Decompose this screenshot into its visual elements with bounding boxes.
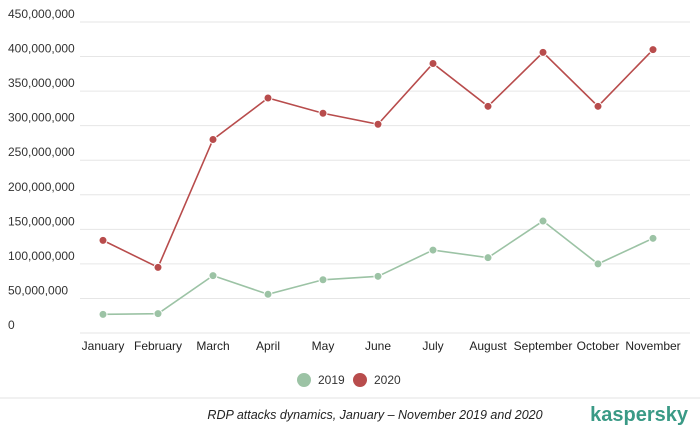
data-point [318, 108, 328, 118]
legend-swatch [297, 373, 311, 387]
y-tick-label: 50,000,000 [8, 283, 68, 297]
data-point [648, 45, 658, 55]
series-line [102, 220, 654, 316]
x-tick-label: January [82, 339, 125, 353]
x-tick-label: September [514, 339, 573, 353]
data-point [153, 309, 163, 319]
x-tick-label: October [577, 339, 620, 353]
y-tick-label: 400,000,000 [8, 42, 75, 56]
series-line [102, 49, 654, 269]
legend-label: 2019 [318, 373, 345, 387]
data-point [318, 275, 328, 285]
x-tick-label: April [256, 339, 280, 353]
x-tick-label: July [422, 339, 443, 353]
y-tick-label: 250,000,000 [8, 145, 75, 159]
legend-swatch [353, 373, 367, 387]
y-tick-label: 100,000,000 [8, 249, 75, 263]
data-point [428, 58, 438, 68]
gridlines [80, 21, 690, 334]
y-tick-label: 300,000,000 [8, 111, 75, 125]
y-tick-label: 150,000,000 [8, 214, 75, 228]
x-axis-ticks: January February March April May June July Augu… [82, 339, 681, 353]
data-point [428, 245, 438, 255]
series-2019 [98, 216, 658, 319]
data-point [538, 47, 548, 57]
x-tick-label: March [196, 339, 229, 353]
y-tick-label: 350,000,000 [8, 76, 75, 90]
y-tick-label: 0 [8, 318, 15, 332]
x-tick-label: May [312, 339, 335, 353]
data-point [483, 101, 493, 111]
data-point [98, 309, 108, 319]
series-lines [98, 45, 658, 319]
data-point [98, 235, 108, 245]
y-axis-ticks: 0 50,000,000 100,000,000 150,000,000 200,000… [8, 7, 75, 332]
data-point [208, 271, 218, 281]
data-point [263, 93, 273, 103]
y-tick-label: 200,000,000 [8, 180, 75, 194]
data-point [593, 259, 603, 269]
data-point [538, 216, 548, 226]
series-2020 [98, 45, 658, 272]
kaspersky-logo: kaspersky [590, 404, 689, 426]
x-tick-label: June [365, 339, 391, 353]
data-point [373, 119, 383, 129]
legend-label: 2020 [374, 373, 401, 387]
chart-caption: RDP attacks dynamics, January – November… [207, 408, 542, 422]
data-point [483, 253, 493, 263]
data-point [208, 134, 218, 144]
y-tick-label: 450,000,000 [8, 7, 75, 21]
data-point [263, 289, 273, 299]
x-tick-label: February [134, 339, 182, 353]
data-point [593, 101, 603, 111]
legend: 2019 2020 [297, 373, 401, 387]
data-point [373, 271, 383, 281]
x-tick-label: August [469, 339, 507, 353]
data-point [153, 262, 163, 272]
data-point [648, 233, 658, 243]
x-tick-label: November [625, 339, 680, 353]
